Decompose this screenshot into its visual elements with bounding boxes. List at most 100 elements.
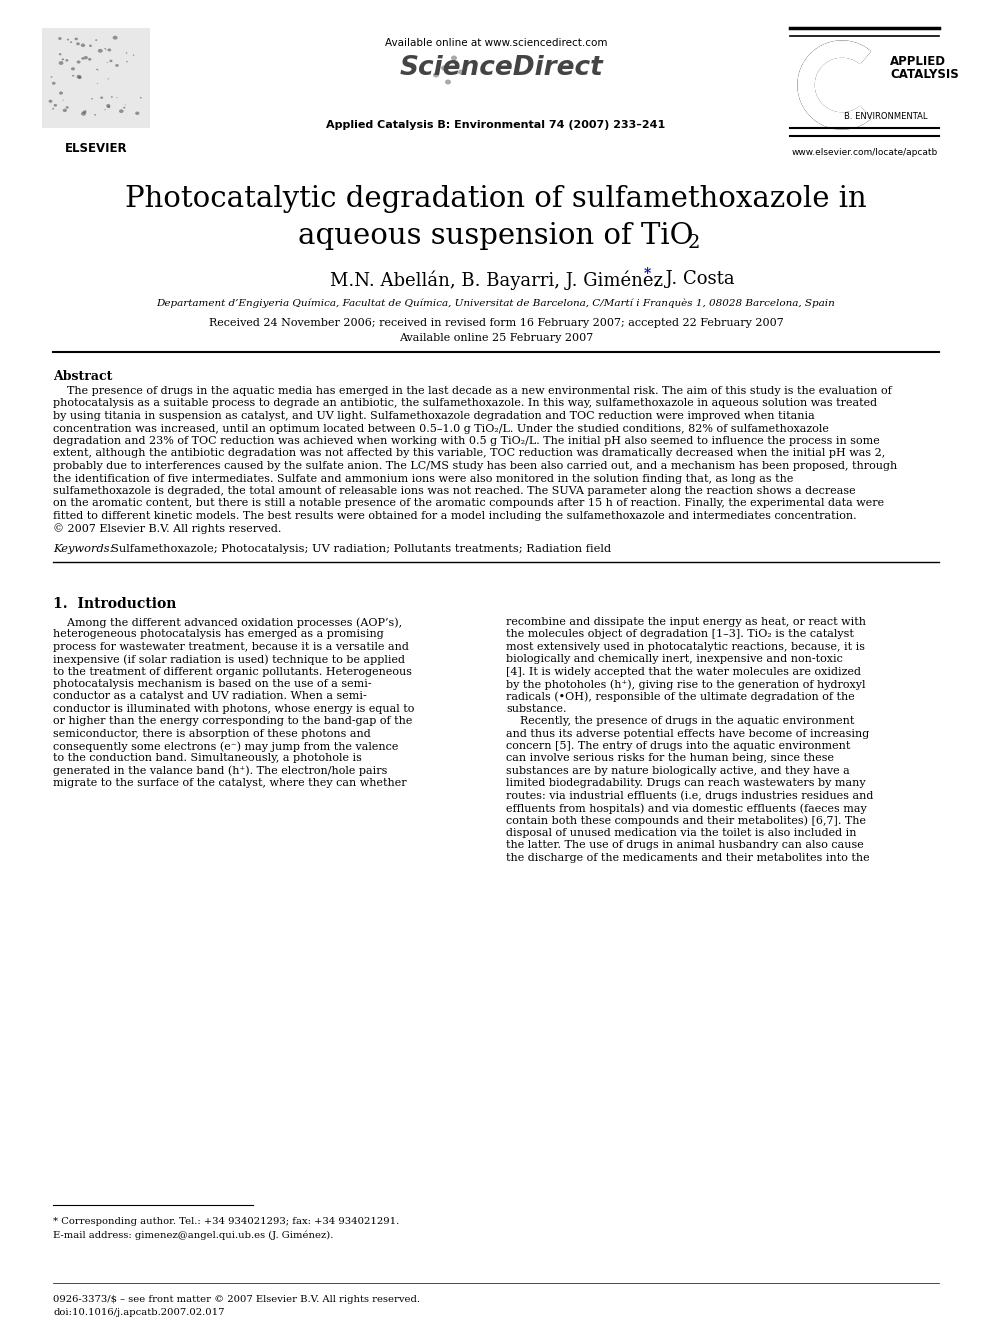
Text: photocatalysis mechanism is based on the use of a semi-: photocatalysis mechanism is based on the… [53, 679, 372, 689]
Text: Photocatalytic degradation of sulfamethoxazole in: Photocatalytic degradation of sulfametho… [125, 185, 867, 213]
Ellipse shape [96, 69, 98, 70]
Ellipse shape [59, 91, 63, 95]
Text: or higher than the energy corresponding to the band-gap of the: or higher than the energy corresponding … [53, 716, 413, 726]
Text: substances are by nature biologically active, and they have a: substances are by nature biologically ac… [506, 766, 850, 775]
Text: recombine and dissipate the input energy as heat, or react with: recombine and dissipate the input energy… [506, 617, 866, 627]
Text: disposal of unused medication via the toilet is also included in: disposal of unused medication via the to… [506, 828, 856, 837]
Text: *: * [644, 267, 652, 280]
Ellipse shape [109, 60, 112, 62]
Text: Abstract: Abstract [53, 370, 112, 382]
Text: ScienceDirect: ScienceDirect [399, 56, 603, 81]
Ellipse shape [89, 45, 92, 46]
Polygon shape [799, 41, 870, 128]
Ellipse shape [62, 108, 66, 112]
Text: Departament d’Engiyeria Química, Facultat de Química, Universitat de Barcelona, : Departament d’Engiyeria Química, Faculta… [157, 298, 835, 307]
Ellipse shape [76, 61, 80, 64]
Polygon shape [798, 41, 870, 130]
Ellipse shape [81, 112, 86, 115]
Ellipse shape [80, 44, 85, 48]
Ellipse shape [51, 77, 53, 78]
Text: Applied Catalysis B: Environmental 74 (2007) 233–241: Applied Catalysis B: Environmental 74 (2… [326, 120, 666, 130]
Text: extent, although the antibiotic degradation was not affected by this variable, T: extent, although the antibiotic degradat… [53, 448, 885, 459]
Ellipse shape [106, 105, 110, 107]
Ellipse shape [113, 36, 118, 40]
Ellipse shape [111, 97, 113, 98]
Text: on the aromatic content, but there is still a notable presence of the aromatic c: on the aromatic content, but there is st… [53, 499, 884, 508]
Text: * Corresponding author. Tel.: +34 934021293; fax: +34 934021291.: * Corresponding author. Tel.: +34 934021… [53, 1217, 399, 1226]
Ellipse shape [98, 49, 103, 53]
Ellipse shape [77, 75, 81, 79]
Text: biologically and chemically inert, inexpensive and non-toxic: biologically and chemically inert, inexp… [506, 654, 843, 664]
Text: , J. Costa: , J. Costa [654, 270, 735, 288]
Text: B. ENVIRONMENTAL: B. ENVIRONMENTAL [844, 112, 928, 120]
Ellipse shape [65, 60, 68, 62]
Ellipse shape [59, 53, 62, 56]
Text: the identification of five intermediates. Sulfate and ammonium ions were also mo: the identification of five intermediates… [53, 474, 794, 483]
Text: Keywords:: Keywords: [53, 544, 113, 554]
Ellipse shape [100, 97, 103, 99]
Text: © 2007 Elsevier B.V. All rights reserved.: © 2007 Elsevier B.V. All rights reserved… [53, 524, 282, 534]
Text: Available online 25 February 2007: Available online 25 February 2007 [399, 333, 593, 343]
Ellipse shape [140, 97, 142, 98]
Text: G: G [834, 71, 846, 85]
Text: 1.  Introduction: 1. Introduction [53, 597, 177, 611]
Text: Recently, the presence of drugs in the aquatic environment: Recently, the presence of drugs in the a… [506, 716, 854, 726]
Ellipse shape [107, 49, 111, 52]
Text: inexpensive (if solar radiation is used) technique to be applied: inexpensive (if solar radiation is used)… [53, 654, 405, 664]
Text: the latter. The use of drugs in animal husbandry can also cause: the latter. The use of drugs in animal h… [506, 840, 864, 851]
Text: effluents from hospitals) and via domestic effluents (faeces may: effluents from hospitals) and via domest… [506, 803, 867, 814]
Text: CATALYSIS: CATALYSIS [890, 67, 958, 81]
Text: sulfamethoxazole is degraded, the total amount of releasable ions was not reache: sulfamethoxazole is degraded, the total … [53, 486, 856, 496]
Text: to the conduction band. Simultaneously, a photohole is: to the conduction band. Simultaneously, … [53, 753, 362, 763]
Ellipse shape [54, 105, 58, 107]
Text: by using titania in suspension as catalyst, and UV light. Sulfamethoxazole degra: by using titania in suspension as cataly… [53, 411, 814, 421]
Ellipse shape [94, 114, 96, 115]
Text: 0926-3373/$ – see front matter © 2007 Elsevier B.V. All rights reserved.: 0926-3373/$ – see front matter © 2007 El… [53, 1295, 420, 1304]
Text: process for wastewater treatment, because it is a versatile and: process for wastewater treatment, becaus… [53, 642, 409, 652]
Ellipse shape [83, 56, 88, 60]
Text: the molecules object of degradation [1–3]. TiO₂ is the catalyst: the molecules object of degradation [1–3… [506, 630, 854, 639]
Text: conductor as a catalyst and UV radiation. When a semi-: conductor as a catalyst and UV radiation… [53, 692, 367, 701]
Text: most extensively used in photocatalytic reactions, because, it is: most extensively used in photocatalytic … [506, 642, 865, 652]
Ellipse shape [445, 79, 451, 85]
Text: degradation and 23% of TOC reduction was achieved when working with 0.5 g TiO₂/L: degradation and 23% of TOC reduction was… [53, 437, 880, 446]
Ellipse shape [95, 40, 97, 41]
Text: 2: 2 [688, 234, 700, 251]
Text: APPLIED: APPLIED [890, 56, 946, 67]
Ellipse shape [52, 82, 56, 85]
Text: routes: via industrial effluents (i.e, drugs industries residues and: routes: via industrial effluents (i.e, d… [506, 791, 873, 802]
Ellipse shape [66, 38, 69, 41]
Text: ELSEVIER: ELSEVIER [64, 142, 127, 155]
Ellipse shape [126, 61, 128, 62]
Ellipse shape [91, 98, 93, 99]
Text: contain both these compounds and their metabolites) [6,7]. The: contain both these compounds and their m… [506, 815, 866, 826]
Ellipse shape [81, 57, 84, 60]
Ellipse shape [76, 75, 81, 78]
Ellipse shape [123, 107, 125, 108]
Text: migrate to the surface of the catalyst, where they can whether: migrate to the surface of the catalyst, … [53, 778, 407, 789]
Text: semiconductor, there is absorption of these photons and: semiconductor, there is absorption of th… [53, 729, 371, 738]
Ellipse shape [59, 37, 62, 40]
Text: and thus its adverse potential effects have become of increasing: and thus its adverse potential effects h… [506, 729, 869, 738]
Ellipse shape [119, 110, 124, 112]
Ellipse shape [107, 106, 110, 108]
Ellipse shape [72, 75, 74, 77]
Ellipse shape [88, 58, 91, 61]
Text: Sulfamethoxazole; Photocatalysis; UV radiation; Pollutants treatments; Radiation: Sulfamethoxazole; Photocatalysis; UV rad… [111, 544, 611, 554]
Text: M.N. Abellán, B. Bayarri, J. Giménez: M.N. Abellán, B. Bayarri, J. Giménez [329, 270, 663, 290]
Text: The presence of drugs in the aquatic media has emerged in the last decade as a n: The presence of drugs in the aquatic med… [53, 386, 892, 396]
Text: [4]. It is widely accepted that the water molecules are oxidized: [4]. It is widely accepted that the wate… [506, 667, 861, 676]
Ellipse shape [70, 67, 75, 70]
Ellipse shape [451, 56, 457, 61]
Text: heterogeneous photocatalysis has emerged as a promising: heterogeneous photocatalysis has emerged… [53, 630, 384, 639]
Ellipse shape [115, 64, 119, 67]
Text: photocatalysis as a suitable process to degrade an antibiotic, the sulfamethoxaz: photocatalysis as a suitable process to … [53, 398, 877, 409]
Ellipse shape [135, 111, 140, 115]
Text: concern [5]. The entry of drugs into the aquatic environment: concern [5]. The entry of drugs into the… [506, 741, 850, 751]
Ellipse shape [62, 58, 64, 61]
Ellipse shape [74, 37, 78, 40]
Text: E-mail address: gimenez@angel.qui.ub.es (J. Giménez).: E-mail address: gimenez@angel.qui.ub.es … [53, 1230, 333, 1240]
Ellipse shape [59, 61, 63, 65]
Ellipse shape [126, 53, 127, 54]
Ellipse shape [70, 41, 72, 44]
